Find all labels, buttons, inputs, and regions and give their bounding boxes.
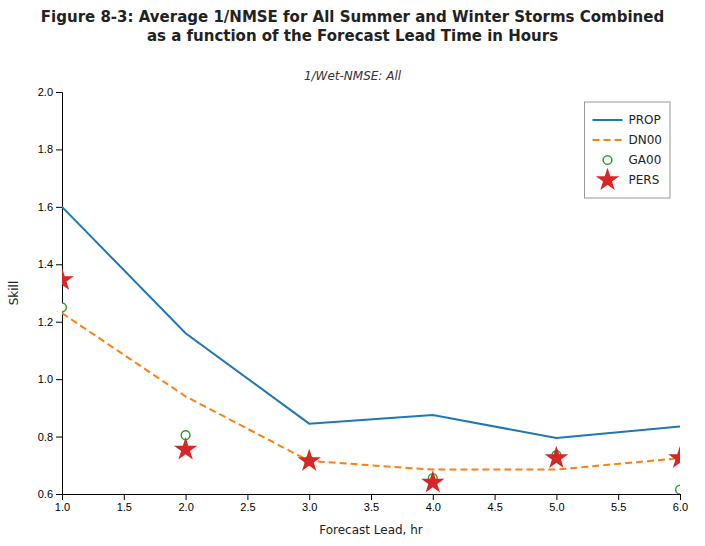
tick: 1.5 — [117, 494, 132, 513]
legend-item: PERS — [598, 170, 659, 188]
tick-mark — [186, 494, 187, 500]
tick-mark — [309, 494, 310, 500]
subtitle: 1/Wet-NMSE: All — [304, 69, 402, 83]
chart: Figure 8-3: Average 1/NMSE for All Summe… — [0, 0, 705, 546]
tick-label: 6.0 — [673, 501, 688, 513]
tick: 1.0 — [55, 494, 70, 513]
tick-label: 2.5 — [240, 501, 255, 513]
tick-mark — [124, 494, 125, 500]
tick-mark — [56, 207, 62, 208]
tick: 6.0 — [673, 494, 688, 513]
tick: 1.4 — [38, 258, 62, 270]
tick-mark — [433, 494, 434, 500]
tick-label: 1.4 — [38, 258, 53, 270]
x-axis: 1.0 1.5 2.0 2.5 3.0 3.5 4.0 4.5 5.0 5.5 6.0 — [55, 494, 688, 513]
legend-item: GA00 — [603, 153, 661, 167]
series-point — [423, 473, 442, 491]
series-point — [676, 485, 680, 494]
tick-mark — [56, 322, 62, 323]
tick-label: 5.0 — [549, 501, 564, 513]
title-line: Figure 8-3: Average 1/NMSE for All Summe… — [41, 8, 664, 26]
legend-box — [585, 102, 671, 198]
legend-item: DN00 — [593, 133, 663, 147]
series-point — [671, 448, 680, 466]
series-point — [176, 440, 195, 458]
tick: 1.8 — [38, 143, 62, 155]
tick: 1.6 — [38, 201, 62, 213]
tick: 5.5 — [611, 494, 626, 513]
tick-mark — [556, 494, 557, 500]
tick-label: 5.5 — [611, 501, 626, 513]
tick-mark — [56, 92, 62, 93]
tick-label: 2.0 — [38, 86, 53, 98]
tick-label: 0.6 — [38, 488, 53, 500]
tick-label: 2.0 — [178, 501, 193, 513]
tick-label: 4.5 — [487, 501, 502, 513]
legend-swatch — [598, 170, 617, 188]
series-point — [300, 451, 319, 469]
plot-area: 1.0 1.5 2.0 2.5 3.0 3.5 4.0 4.5 5.0 5.5 6.0 0.6 0.8 1… — [7, 86, 689, 537]
tick: 2.0 — [178, 494, 193, 513]
tick: 3.5 — [364, 494, 379, 513]
tick-mark — [680, 494, 681, 500]
tick: 1.2 — [38, 316, 62, 328]
tick-mark — [56, 379, 62, 380]
tick-label: 1.2 — [38, 316, 53, 328]
tick-mark — [56, 264, 62, 265]
legend-swatch — [593, 119, 623, 121]
tick: 4.5 — [487, 494, 502, 513]
tick: 0.8 — [38, 431, 62, 443]
tick-mark — [247, 494, 248, 500]
tick-mark — [56, 437, 62, 438]
legend-swatch — [603, 156, 612, 165]
legend-label: PERS — [629, 173, 660, 187]
tick-label: 1.8 — [38, 143, 53, 155]
legend-label: PROP — [629, 113, 661, 127]
x-axis-label: Forecast Lead, hr — [319, 523, 423, 537]
axis-line — [63, 495, 681, 501]
tick: 1.0 — [38, 373, 62, 385]
series-point — [62, 270, 71, 288]
tick-mark — [56, 149, 62, 150]
series-line — [62, 207, 680, 438]
tick-label: 1.5 — [117, 501, 132, 513]
tick-mark — [618, 494, 619, 500]
legend-label: DN00 — [629, 133, 663, 147]
tick-mark — [495, 494, 496, 500]
tick-label: 0.8 — [38, 431, 53, 443]
tick-mark — [371, 494, 372, 500]
series-line — [62, 313, 680, 469]
axis-line — [56, 93, 63, 495]
tick: 5.0 — [549, 494, 564, 513]
title: Figure 8-3: Average 1/NMSE for All Summe… — [41, 8, 664, 45]
title-line: as a function of the Forecast Lead Time … — [147, 27, 558, 45]
series-point — [62, 303, 66, 312]
legend-item: PROP — [593, 113, 661, 127]
tick: 2.5 — [240, 494, 255, 513]
tick-label: 1.0 — [38, 373, 53, 385]
y-axis: 0.6 0.8 1.0 1.2 1.4 1.6 1.8 2.0 — [38, 86, 63, 500]
series-point — [547, 448, 566, 466]
legend: PROP DN00 GA00 PERS — [585, 102, 671, 198]
tick-label: 4.0 — [426, 501, 441, 513]
tick-label: 1.6 — [38, 201, 53, 213]
marks — [62, 207, 680, 494]
tick-label: 3.0 — [302, 501, 317, 513]
legend-swatch — [593, 139, 623, 141]
tick: 3.0 — [302, 494, 317, 513]
tick: 2.0 — [38, 86, 62, 98]
legend-label: GA00 — [629, 153, 662, 167]
y-axis-label: Skill — [7, 281, 21, 306]
tick-label: 1.0 — [55, 501, 70, 513]
tick: 4.0 — [426, 494, 441, 513]
tick-label: 3.5 — [364, 501, 379, 513]
tick: 0.6 — [38, 488, 62, 500]
tick-mark — [56, 494, 62, 495]
